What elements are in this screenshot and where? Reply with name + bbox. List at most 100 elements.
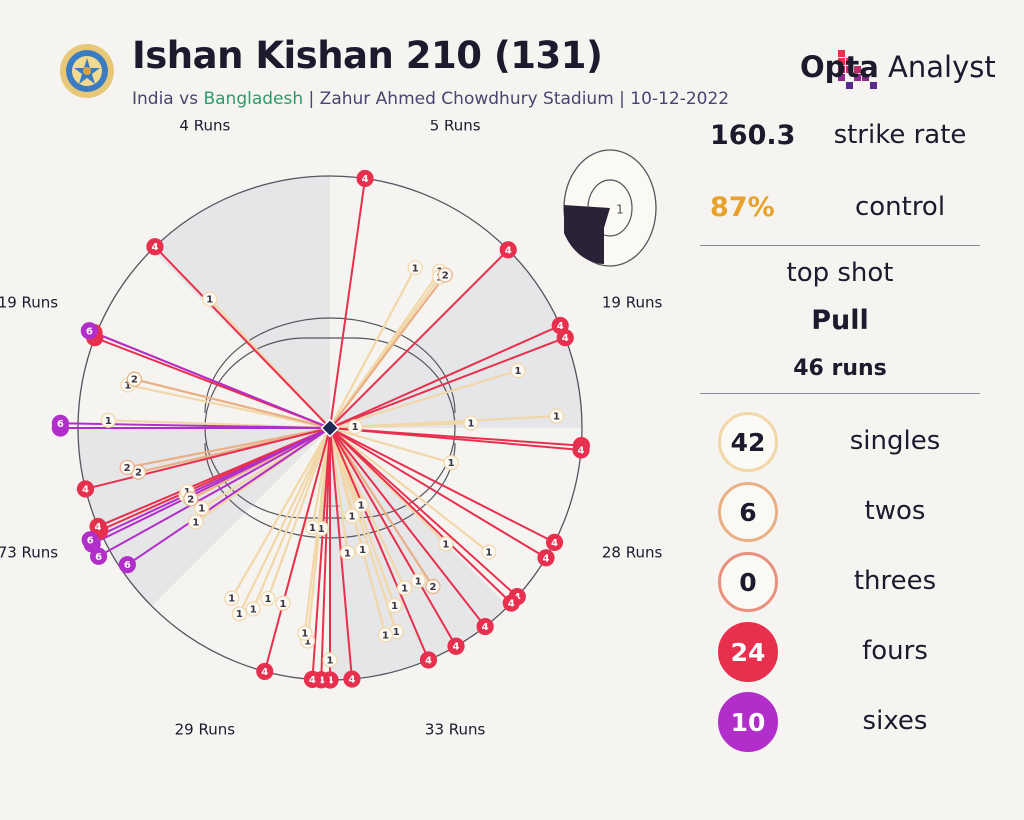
pitch-length-wedge-top xyxy=(564,205,610,208)
shot-marker xyxy=(100,412,116,428)
shot-marker xyxy=(188,514,204,530)
shot-line xyxy=(88,329,331,429)
shot-line xyxy=(84,427,331,490)
shot-runs-label: 4 xyxy=(551,538,558,549)
shot-runs-label: 1 xyxy=(198,504,205,515)
shot-line xyxy=(328,426,364,551)
shot-marker xyxy=(146,238,164,256)
shot-runs-label: 1 xyxy=(401,583,408,594)
shot-marker xyxy=(322,652,338,668)
team1-name: India xyxy=(132,89,174,109)
shot-marker xyxy=(443,455,459,471)
shot-marker xyxy=(275,595,291,611)
shot-runs-label: 1 xyxy=(280,599,287,610)
shot-line xyxy=(266,426,332,600)
shot-runs-label: 1 xyxy=(304,637,311,648)
shot-runs-label: 4 xyxy=(348,675,355,686)
shot-line xyxy=(126,426,332,469)
shot-marker xyxy=(437,267,453,283)
shot-marker xyxy=(545,533,564,552)
shot-line xyxy=(328,426,398,633)
divider xyxy=(700,245,980,246)
page-title: Ishan Kishan 210 (131) xyxy=(132,34,603,77)
shot-line xyxy=(328,426,490,554)
count-twos-label: twos xyxy=(864,496,926,526)
shot-marker xyxy=(387,598,403,614)
sector-label: 29 Runs xyxy=(175,721,236,739)
shot-marker xyxy=(425,578,441,595)
sector-label: 28 Runs xyxy=(602,544,663,562)
shot-marker xyxy=(256,662,274,681)
shot-runs-label: 1 xyxy=(228,594,235,605)
shot-marker xyxy=(81,531,99,549)
shot-line xyxy=(329,427,487,628)
shot-line xyxy=(329,177,367,429)
count-threes-value: 0 xyxy=(718,552,778,612)
shot-runs-label: 4 xyxy=(362,174,369,185)
shot-runs-label: 4 xyxy=(543,553,550,564)
shot-runs-label: 4 xyxy=(505,245,512,256)
shot-marker xyxy=(343,670,361,688)
shot-runs-label: 1 xyxy=(192,517,199,528)
count-fours-value: 24 xyxy=(718,622,778,682)
shot-runs-label: 4 xyxy=(151,242,158,253)
stats-panel: 160.3 strike rate 87% control top shot P… xyxy=(700,120,990,760)
top-shot-label: top shot xyxy=(786,258,894,288)
shot-line xyxy=(311,426,332,529)
count-fours-label: fours xyxy=(862,636,928,666)
shot-runs-label: 1 xyxy=(415,576,422,587)
shot-runs-label: 4 xyxy=(327,676,334,687)
shot-marker xyxy=(537,549,555,567)
match-subtitle: India vs Bangladesh | Zahur Ahmed Chowdh… xyxy=(132,89,729,109)
shot-line xyxy=(328,426,435,588)
shot-line xyxy=(263,427,331,673)
shot-runs-label: 1 xyxy=(468,419,475,430)
shot-line xyxy=(89,427,331,541)
shot-marker xyxy=(260,590,276,607)
shot-marker xyxy=(297,625,313,641)
shot-marker xyxy=(481,544,497,560)
shot-marker xyxy=(118,556,136,574)
shot-runs-label: 1 xyxy=(250,604,257,615)
shot-runs-label: 1 xyxy=(124,381,131,392)
shot-runs-label: 4 xyxy=(578,445,585,456)
shot-marker xyxy=(89,517,107,536)
shot-line xyxy=(328,426,453,464)
shot-runs-label: 4 xyxy=(508,599,515,610)
shot-runs-label: 1 xyxy=(352,422,359,433)
shot-line xyxy=(329,336,567,429)
batter-marker xyxy=(320,418,340,438)
shot-line xyxy=(329,427,430,661)
shot-marker xyxy=(572,441,590,459)
shot-marker xyxy=(202,291,218,307)
shot-runs-label: 1 xyxy=(382,630,389,641)
team2-name: Bangladesh xyxy=(203,89,304,109)
shot-line xyxy=(252,426,332,611)
header: Ishan Kishan 210 (131) India vs Banglade… xyxy=(0,0,1024,120)
shot-runs-label: 1 xyxy=(309,523,316,534)
shot-marker xyxy=(438,536,454,552)
shot-marker xyxy=(304,519,321,535)
shot-runs-label: 6 xyxy=(124,560,131,571)
shot-runs-label: 1 xyxy=(485,548,492,559)
shot-marker xyxy=(344,508,360,524)
shot-runs-label: 4 xyxy=(82,484,89,495)
shot-line xyxy=(238,426,332,615)
top-shot-name: Pull xyxy=(811,305,869,336)
shot-marker xyxy=(356,169,374,188)
opta-logo-text: Opta Analyst xyxy=(800,50,996,84)
shot-runs-label: 1 xyxy=(553,412,560,423)
shot-marker xyxy=(194,500,210,516)
strike-rate-label: strike rate xyxy=(833,120,967,150)
shot-runs-label: 1 xyxy=(348,512,355,523)
shot-runs-label: 1 xyxy=(412,263,419,274)
shot-runs-label: 4 xyxy=(318,675,325,686)
shot-marker xyxy=(224,590,240,606)
shot-marker xyxy=(463,415,479,431)
shot-marker xyxy=(355,542,371,558)
shot-marker xyxy=(183,491,199,507)
shot-line xyxy=(328,426,349,554)
shot-marker xyxy=(76,480,95,498)
shot-runs-label: 4 xyxy=(261,667,268,678)
venue-date: | Zahur Ahmed Chowdhury Stadium | 10-12-… xyxy=(303,89,730,109)
